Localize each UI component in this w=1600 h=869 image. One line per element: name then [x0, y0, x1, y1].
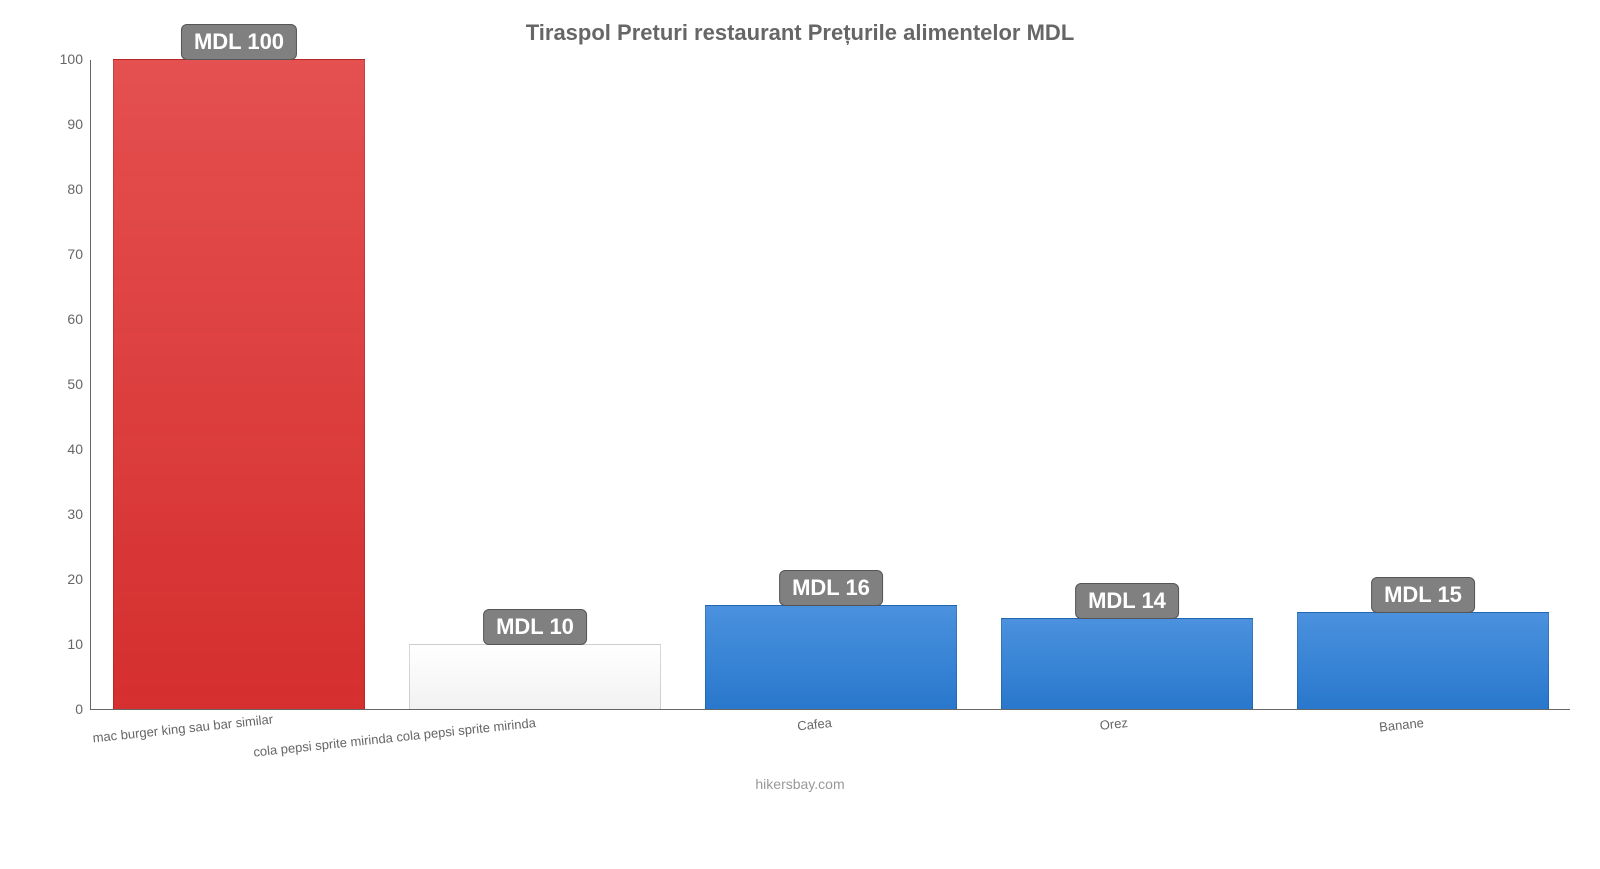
y-tick-label: 70 — [31, 246, 91, 262]
bar-value-label: MDL 16 — [779, 570, 883, 606]
bar-value-label: MDL 100 — [181, 24, 297, 60]
bar: MDL 14 — [1001, 618, 1253, 709]
y-tick-label: 100 — [31, 51, 91, 67]
bar-slot: MDL 100 — [91, 60, 387, 709]
y-tick-label: 50 — [31, 376, 91, 392]
y-tick-label: 60 — [31, 311, 91, 327]
bar: MDL 15 — [1297, 612, 1549, 710]
y-tick-label: 10 — [31, 636, 91, 652]
x-tick-label: Banane — [98, 715, 1424, 869]
y-tick-label: 40 — [31, 441, 91, 457]
bar-slot: MDL 16 — [683, 60, 979, 709]
y-tick-label: 90 — [31, 116, 91, 132]
y-tick-label: 80 — [31, 181, 91, 197]
x-tick-label: mac burger king sau bar similar — [92, 715, 241, 745]
y-tick-label: 20 — [31, 571, 91, 587]
bar-slot: MDL 15 — [1275, 60, 1571, 709]
bar-value-label: MDL 10 — [483, 609, 587, 645]
bar: MDL 100 — [113, 59, 365, 709]
bar: MDL 10 — [409, 644, 661, 709]
y-tick-label: 30 — [31, 506, 91, 522]
price-chart: Tiraspol Preturi restaurant Prețurile al… — [0, 0, 1600, 800]
bar-value-label: MDL 15 — [1371, 577, 1475, 613]
bar-value-label: MDL 14 — [1075, 583, 1179, 619]
plot-area: 0102030405060708090100MDL 100mac burger … — [90, 60, 1570, 710]
bar: MDL 16 — [705, 605, 957, 709]
bar-slot: MDL 14 — [979, 60, 1275, 709]
y-tick-label: 0 — [31, 701, 91, 717]
bar-slot: MDL 10 — [387, 60, 683, 709]
chart-credit: hikersbay.com — [0, 776, 1600, 792]
